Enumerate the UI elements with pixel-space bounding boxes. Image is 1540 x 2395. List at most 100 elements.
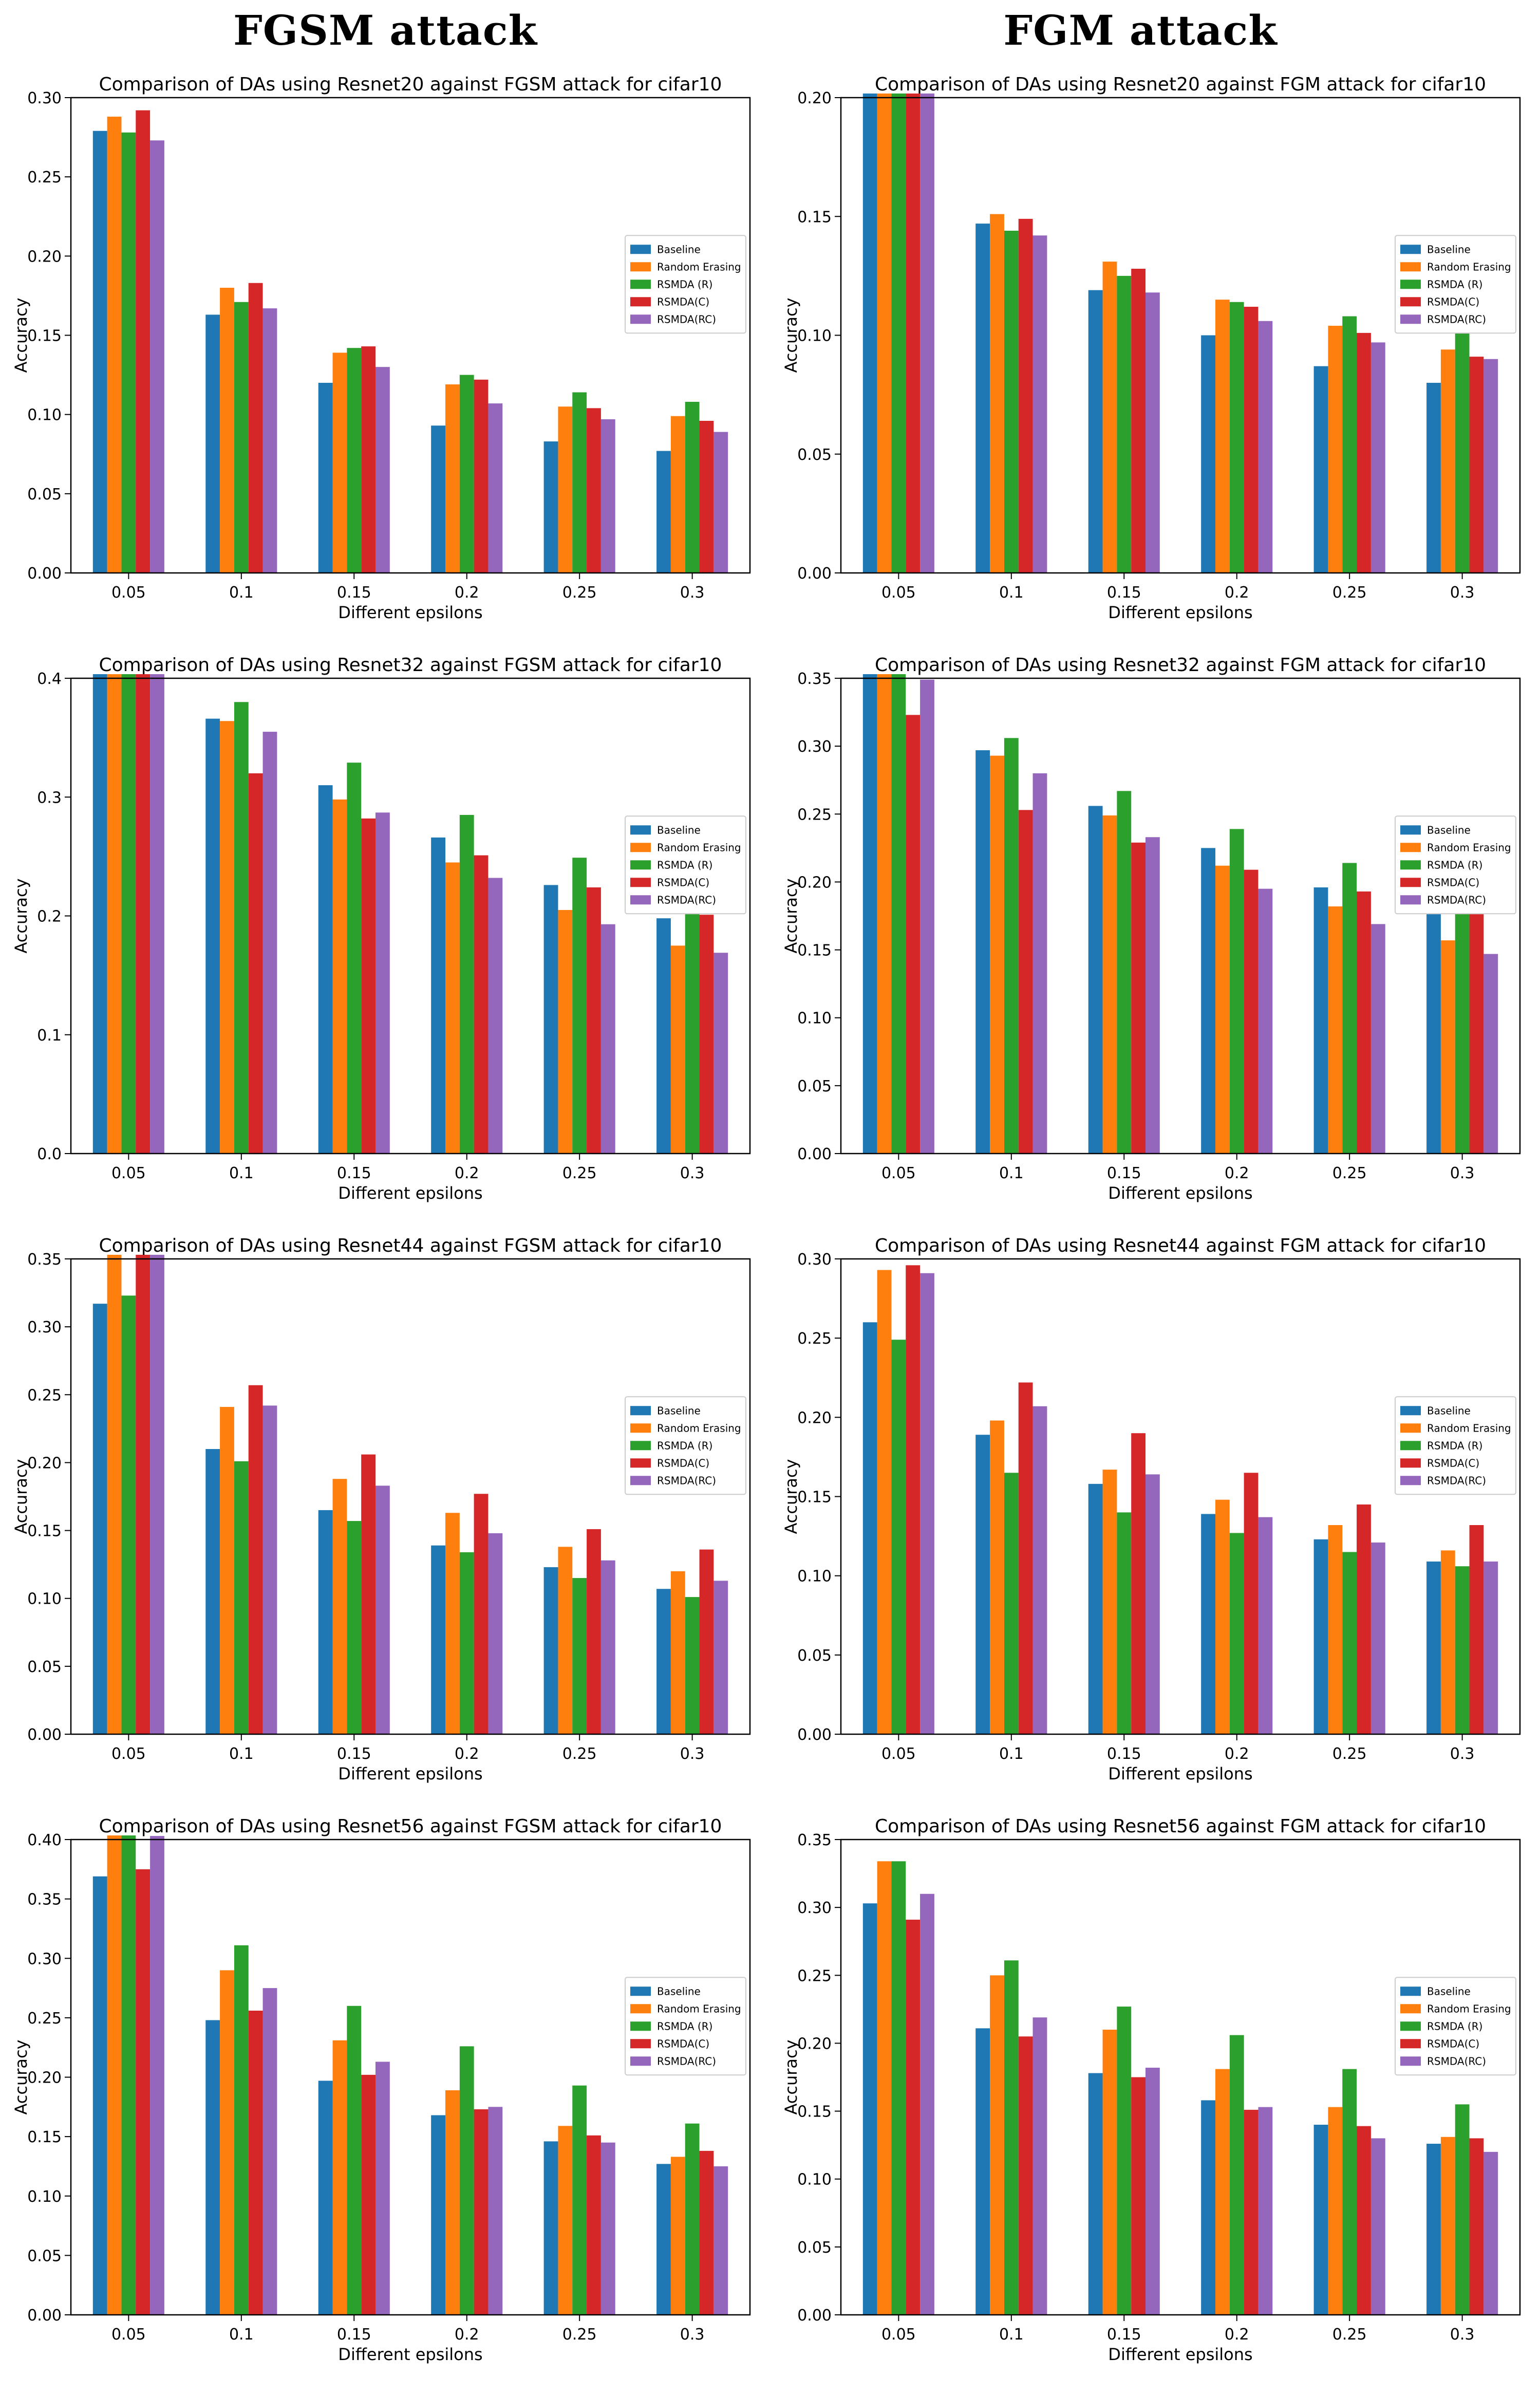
y-axis-label: Accuracy: [781, 298, 801, 373]
bar-baseline-0-1: [205, 2020, 220, 2315]
bar-random-erasing-0-05: [877, 1861, 892, 2315]
bar-random-erasing-0-15: [332, 799, 347, 1154]
legend-label-rsmda-rc: RSMDA(RC): [657, 894, 716, 906]
legend-swatch-rsmda-c: [630, 1458, 651, 1468]
fgsm-column-header: FGSM attack: [233, 6, 537, 54]
bar-rsmda-rc-0-25: [600, 1560, 615, 1734]
bar-random-erasing-0-2: [445, 384, 460, 573]
bar-random-erasing-0-05: [107, 674, 122, 1154]
x-axis-label: Different epsilons: [1108, 1764, 1252, 1784]
bar-random-erasing-0-25: [558, 909, 573, 1154]
x-tick-label: 0.25: [562, 2326, 597, 2344]
bar-rsmda-r-0-2: [1229, 1533, 1244, 1734]
bar-rsmda-c-0-15: [361, 346, 376, 573]
chart-title: Comparison of DAs using Resnet56 against…: [875, 1816, 1486, 1837]
bar-random-erasing-0-25: [1328, 2107, 1343, 2315]
bar-baseline-0-25: [1313, 887, 1328, 1154]
y-tick-label: 0.05: [797, 1078, 832, 1096]
x-tick-label: 0.15: [1107, 584, 1141, 602]
legend-label-baseline: Baseline: [1427, 243, 1471, 255]
bar-rsmda-c-0-25: [587, 887, 601, 1154]
bar-rsmda-c-0-3: [1469, 909, 1484, 1154]
x-tick-label: 0.05: [881, 1164, 916, 1182]
bar-rsmda-rc-0-25: [1370, 342, 1385, 573]
x-tick-label: 0.3: [1450, 1164, 1475, 1182]
legend-box: [625, 1977, 746, 2076]
x-tick-label: 0.25: [1332, 1164, 1367, 1182]
x-axis-label: Different epsilons: [1108, 1183, 1252, 1203]
y-tick-label: 0.00: [797, 2307, 832, 2325]
bar-rsmda-r-0-3: [685, 402, 700, 573]
legend-label-rsmda-c: RSMDA(C): [657, 876, 709, 888]
bar-rsmda-r-0-25: [1342, 316, 1357, 573]
x-tick-label: 0.25: [562, 1745, 597, 1763]
bar-baseline-0-05: [92, 674, 107, 1154]
legend-box: [625, 1396, 746, 1495]
bar-rsmda-rc-0-3: [1483, 954, 1498, 1154]
bar-baseline-0-05: [862, 674, 877, 1154]
bar-rsmda-c-0-1: [248, 2011, 263, 2315]
legend-label-rsmda-r: RSMDA (R): [1427, 2020, 1482, 2032]
bar-baseline-0-3: [1426, 1561, 1441, 1734]
legend-box: [1395, 235, 1516, 334]
bar-rsmda-rc-0-2: [488, 878, 503, 1154]
bar-rsmda-rc-0-1: [1032, 2017, 1047, 2315]
bar-rsmda-r-0-25: [572, 1578, 587, 1734]
bar-baseline-0-15: [1088, 806, 1103, 1154]
legend-box: [1395, 815, 1516, 915]
bar-rsmda-rc-0-1: [1032, 1406, 1047, 1734]
y-tick-label: 0.15: [797, 1489, 832, 1507]
bar-rsmda-rc-0-15: [375, 812, 390, 1154]
x-tick-label: 0.15: [337, 2326, 371, 2344]
legend-label-baseline: Baseline: [657, 243, 701, 255]
legend-label-baseline: Baseline: [1427, 824, 1471, 836]
y-axis-label: Accuracy: [781, 878, 801, 953]
bar-rsmda-rc-0-05: [150, 1255, 164, 1734]
bar-rsmda-r-0-05: [891, 1861, 906, 2315]
bar-baseline-0-05: [862, 94, 877, 573]
bar-random-erasing-0-3: [670, 1571, 685, 1734]
bar-rsmda-rc-0-3: [713, 1581, 728, 1734]
bar-rsmda-c-0-05: [136, 1869, 151, 2315]
legend-label-rsmda-c: RSMDA(C): [657, 295, 709, 308]
y-tick-label: 0.25: [27, 169, 62, 187]
x-tick-label: 0.1: [229, 584, 254, 602]
bar-random-erasing-0-1: [990, 214, 1004, 573]
bar-rsmda-rc-0-3: [1483, 1561, 1498, 1734]
legend-swatch-random-erasing: [630, 843, 651, 852]
bar-rsmda-r-0-25: [572, 858, 587, 1154]
x-axis-label: Different epsilons: [338, 2345, 482, 2364]
legend-swatch-rsmda-c: [630, 2039, 651, 2049]
legend-label-rsmda-rc: RSMDA(RC): [657, 1474, 716, 1487]
x-tick-label: 0.2: [455, 584, 479, 602]
bar-random-erasing-0-25: [1328, 326, 1343, 573]
chart-title: Comparison of DAs using Resnet44 against…: [99, 1235, 722, 1256]
bar-random-erasing-0-15: [1102, 815, 1117, 1154]
x-tick-label: 0.05: [111, 1745, 146, 1763]
legend-label-rsmda-c: RSMDA(C): [1427, 1457, 1479, 1469]
legend-label-rsmda-c: RSMDA(C): [1427, 2037, 1479, 2050]
bar-baseline-0-05: [862, 1322, 877, 1734]
bar-random-erasing-0-05: [107, 1835, 122, 2315]
bar-rsmda-rc-0-1: [262, 1405, 277, 1734]
bar-rsmda-c-0-05: [906, 1265, 921, 1734]
bar-rsmda-rc-0-1: [1032, 235, 1047, 573]
bar-rsmda-rc-0-2: [488, 403, 503, 573]
y-tick-label: 0.20: [797, 2035, 832, 2053]
x-tick-label: 0.2: [1225, 584, 1249, 602]
y-tick-label: 0.30: [27, 89, 62, 107]
y-tick-label: 0.05: [797, 1647, 832, 1665]
bar-baseline-0-15: [318, 2081, 333, 2315]
bar-rsmda-c-0-15: [1131, 1433, 1146, 1734]
legend-swatch-rsmda-rc: [1400, 2056, 1421, 2066]
legend-label-rsmda-r: RSMDA (R): [1427, 278, 1482, 290]
bar-rsmda-c-0-3: [1469, 357, 1484, 573]
legend-label-random-erasing: Random Erasing: [657, 841, 741, 853]
bar-rsmda-r-0-3: [685, 2123, 700, 2315]
bar-baseline-0-05: [92, 131, 107, 573]
legend-swatch-rsmda-c: [630, 297, 651, 307]
bar-random-erasing-0-2: [445, 862, 460, 1154]
x-tick-label: 0.3: [680, 2326, 705, 2344]
legend-label-random-erasing: Random Erasing: [1427, 261, 1511, 273]
legend-swatch-rsmda-rc: [1400, 895, 1421, 905]
